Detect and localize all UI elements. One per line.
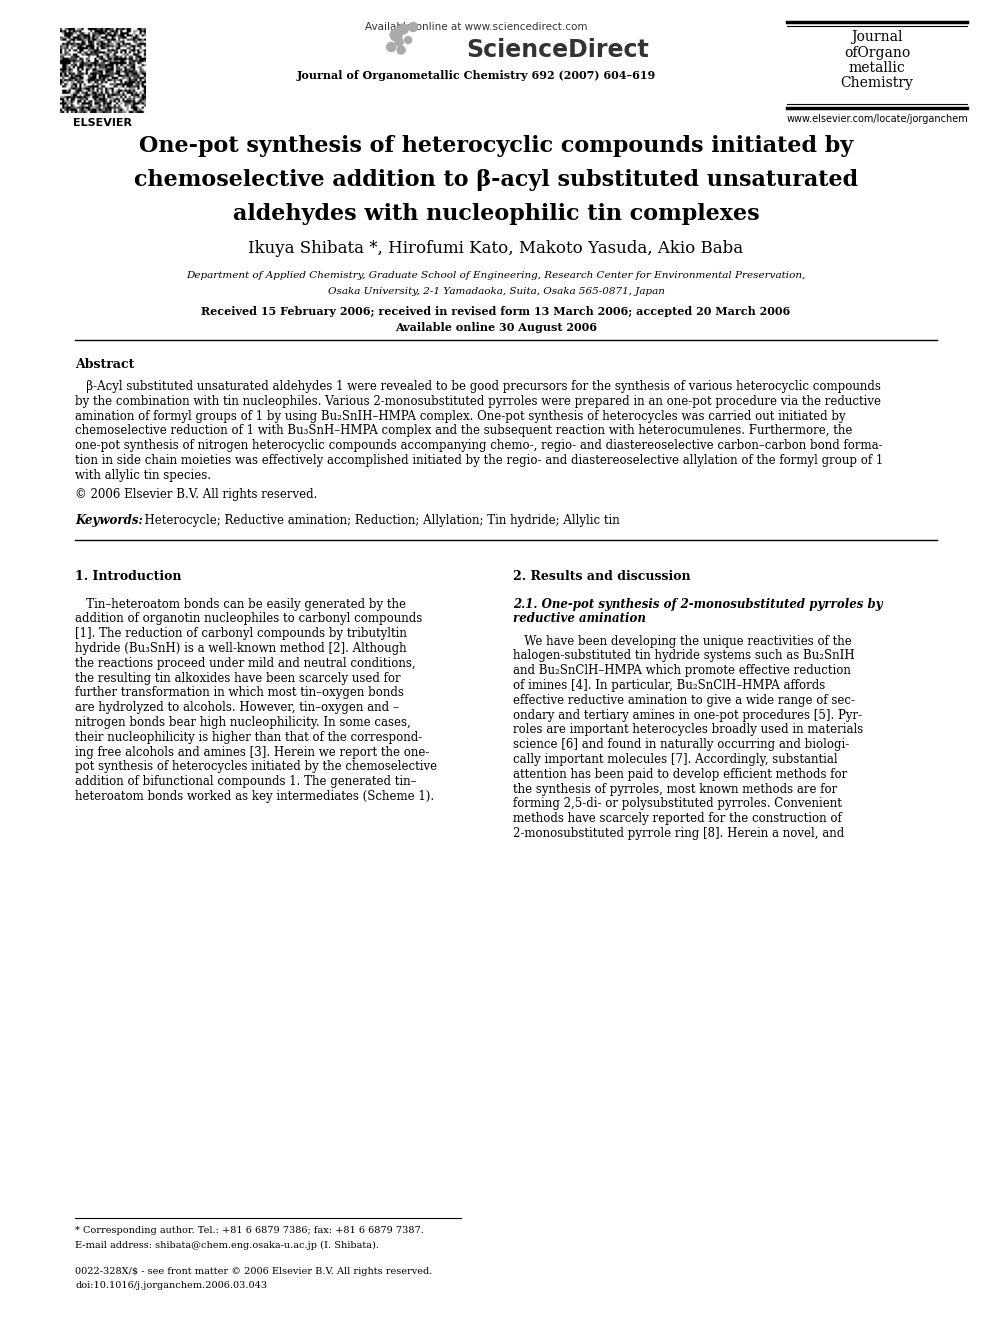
Text: Department of Applied Chemistry, Graduate School of Engineering, Research Center: Department of Applied Chemistry, Graduat… <box>186 271 806 280</box>
Text: Chemistry: Chemistry <box>840 77 914 90</box>
Text: ScienceDirect: ScienceDirect <box>466 38 649 62</box>
Text: One-pot synthesis of heterocyclic compounds initiated by: One-pot synthesis of heterocyclic compou… <box>139 135 853 157</box>
Text: amination of formyl groups of 1 by using Bu₂SnIH–HMPA complex. One-pot synthesis: amination of formyl groups of 1 by using… <box>75 410 845 422</box>
Text: β-Acyl substituted unsaturated aldehydes 1 were revealed to be good precursors f: β-Acyl substituted unsaturated aldehydes… <box>75 380 881 393</box>
Text: pot synthesis of heterocycles initiated by the chemoselective: pot synthesis of heterocycles initiated … <box>75 761 437 774</box>
Circle shape <box>398 24 408 34</box>
Text: Received 15 February 2006; received in revised form 13 March 2006; accepted 20 M: Received 15 February 2006; received in r… <box>201 306 791 318</box>
Text: Available online at www.sciencedirect.com: Available online at www.sciencedirect.co… <box>365 22 587 32</box>
Text: effective reductive amination to give a wide range of sec-: effective reductive amination to give a … <box>513 693 855 706</box>
Circle shape <box>387 42 396 52</box>
Text: * Corresponding author. Tel.: +81 6 6879 7386; fax: +81 6 6879 7387.: * Corresponding author. Tel.: +81 6 6879… <box>75 1226 424 1234</box>
Text: the reactions proceed under mild and neutral conditions,: the reactions proceed under mild and neu… <box>75 656 416 669</box>
Text: www.elsevier.com/locate/jorganchem: www.elsevier.com/locate/jorganchem <box>786 114 968 124</box>
Text: and Bu₂SnClH–HMPA which promote effective reduction: and Bu₂SnClH–HMPA which promote effectiv… <box>513 664 851 677</box>
Text: Keywords:: Keywords: <box>75 513 143 527</box>
Text: one-pot synthesis of nitrogen heterocyclic compounds accompanying chemo-, regio-: one-pot synthesis of nitrogen heterocycl… <box>75 439 883 452</box>
Text: their nucleophilicity is higher than that of the correspond-: their nucleophilicity is higher than tha… <box>75 730 423 744</box>
Text: chemoselective reduction of 1 with Bu₃SnH–HMPA complex and the subsequent reacti: chemoselective reduction of 1 with Bu₃Sn… <box>75 425 852 438</box>
Text: addition of bifunctional compounds 1. The generated tin–: addition of bifunctional compounds 1. Th… <box>75 775 417 789</box>
Text: 0022-328X/$ - see front matter © 2006 Elsevier B.V. All rights reserved.: 0022-328X/$ - see front matter © 2006 El… <box>75 1266 433 1275</box>
Text: cally important molecules [7]. Accordingly, substantial: cally important molecules [7]. According… <box>513 753 837 766</box>
Text: hydride (Bu₃SnH) is a well-known method [2]. Although: hydride (Bu₃SnH) is a well-known method … <box>75 642 407 655</box>
Text: reductive amination: reductive amination <box>513 613 646 626</box>
Text: Abstract: Abstract <box>75 359 134 370</box>
Text: science [6] and found in naturally occurring and biologi-: science [6] and found in naturally occur… <box>513 738 849 751</box>
Text: chemoselective addition to β-acyl substituted unsaturated: chemoselective addition to β-acyl substi… <box>134 169 858 191</box>
Text: Ikuya Shibata *, Hirofumi Kato, Makoto Yasuda, Akio Baba: Ikuya Shibata *, Hirofumi Kato, Makoto Y… <box>248 239 744 257</box>
Text: 2.1. One-pot synthesis of 2-monosubstituted pyrroles by: 2.1. One-pot synthesis of 2-monosubstitu… <box>513 598 883 611</box>
Text: ing free alcohols and amines [3]. Herein we report the one-: ing free alcohols and amines [3]. Herein… <box>75 746 430 758</box>
Text: of imines [4]. In particular, Bu₂SnClH–HMPA affords: of imines [4]. In particular, Bu₂SnClH–H… <box>513 679 825 692</box>
Text: heteroatom bonds worked as key intermediates (Scheme 1).: heteroatom bonds worked as key intermedi… <box>75 790 434 803</box>
Text: further transformation in which most tin–oxygen bonds: further transformation in which most tin… <box>75 687 404 700</box>
Circle shape <box>395 38 403 46</box>
Text: Heterocycle; Reductive amination; Reduction; Allylation; Tin hydride; Allylic ti: Heterocycle; Reductive amination; Reduct… <box>137 513 620 527</box>
Text: doi:10.1016/j.jorganchem.2006.03.043: doi:10.1016/j.jorganchem.2006.03.043 <box>75 1281 267 1290</box>
Text: E-mail address: shibata@chem.eng.osaka-u.ac.jp (I. Shibata).: E-mail address: shibata@chem.eng.osaka-u… <box>75 1241 379 1250</box>
Text: Tin–heteroatom bonds can be easily generated by the: Tin–heteroatom bonds can be easily gener… <box>75 598 406 611</box>
Text: ofOrgano: ofOrgano <box>844 45 910 60</box>
Text: aldehydes with nucleophilic tin complexes: aldehydes with nucleophilic tin complexe… <box>233 202 759 225</box>
Text: Journal: Journal <box>851 30 903 44</box>
Circle shape <box>390 29 402 41</box>
Text: by the combination with tin nucleophiles. Various 2-monosubstituted pyrroles wer: by the combination with tin nucleophiles… <box>75 394 881 407</box>
Text: nitrogen bonds bear high nucleophilicity. In some cases,: nitrogen bonds bear high nucleophilicity… <box>75 716 411 729</box>
Text: forming 2,5-di- or polysubstituted pyrroles. Convenient: forming 2,5-di- or polysubstituted pyrro… <box>513 798 842 811</box>
Text: roles are important heterocycles broadly used in materials: roles are important heterocycles broadly… <box>513 724 863 737</box>
Circle shape <box>397 46 405 54</box>
Text: ELSEVIER: ELSEVIER <box>73 118 132 128</box>
Text: 2-monosubstituted pyrrole ring [8]. Herein a novel, and: 2-monosubstituted pyrrole ring [8]. Here… <box>513 827 844 840</box>
Text: Available online 30 August 2006: Available online 30 August 2006 <box>395 321 597 333</box>
Text: Journal of Organometallic Chemistry 692 (2007) 604–619: Journal of Organometallic Chemistry 692 … <box>297 70 656 81</box>
Text: methods have scarcely reported for the construction of: methods have scarcely reported for the c… <box>513 812 842 826</box>
Text: Osaka University, 2-1 Yamadaoka, Suita, Osaka 565-0871, Japan: Osaka University, 2-1 Yamadaoka, Suita, … <box>327 287 665 296</box>
Text: attention has been paid to develop efficient methods for: attention has been paid to develop effic… <box>513 767 847 781</box>
Text: 2. Results and discussion: 2. Results and discussion <box>513 570 690 582</box>
Text: metallic: metallic <box>848 61 906 75</box>
Text: 1. Introduction: 1. Introduction <box>75 570 182 582</box>
Text: ondary and tertiary amines in one-pot procedures [5]. Pyr-: ondary and tertiary amines in one-pot pr… <box>513 709 862 721</box>
Text: [1]. The reduction of carbonyl compounds by tributyltin: [1]. The reduction of carbonyl compounds… <box>75 627 407 640</box>
Text: addition of organotin nucleophiles to carbonyl compounds: addition of organotin nucleophiles to ca… <box>75 613 423 626</box>
Text: the synthesis of pyrroles, most known methods are for: the synthesis of pyrroles, most known me… <box>513 783 837 795</box>
Text: © 2006 Elsevier B.V. All rights reserved.: © 2006 Elsevier B.V. All rights reserved… <box>75 488 317 500</box>
Text: halogen-substituted tin hydride systems such as Bu₂SnIH: halogen-substituted tin hydride systems … <box>513 650 855 663</box>
Text: We have been developing the unique reactivities of the: We have been developing the unique react… <box>513 635 852 647</box>
Circle shape <box>405 37 412 44</box>
Text: the resulting tin alkoxides have been scarcely used for: the resulting tin alkoxides have been sc… <box>75 672 401 684</box>
Circle shape <box>409 22 418 32</box>
Text: tion in side chain moieties was effectively accomplished initiated by the regio-: tion in side chain moieties was effectiv… <box>75 454 883 467</box>
Text: are hydrolyzed to alcohols. However, tin–oxygen and –: are hydrolyzed to alcohols. However, tin… <box>75 701 399 714</box>
Text: with allylic tin species.: with allylic tin species. <box>75 468 211 482</box>
